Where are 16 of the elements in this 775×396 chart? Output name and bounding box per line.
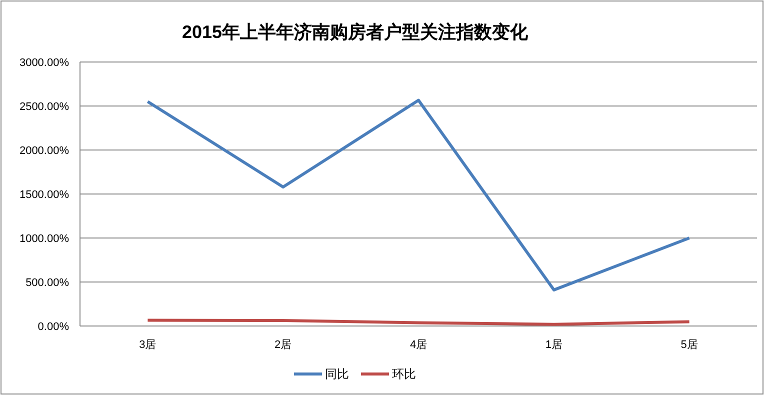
y-tick-label: 2000.00% xyxy=(19,145,70,157)
legend-label: 同比 xyxy=(325,367,349,381)
x-tick-label: 1居 xyxy=(545,339,562,351)
y-tick-label: 3000.00% xyxy=(19,57,70,69)
y-tick-label: 1000.00% xyxy=(19,233,70,245)
y-tick-label: 0.00% xyxy=(38,321,70,333)
x-tick-label: 2居 xyxy=(274,339,292,351)
y-tick-label: 500.00% xyxy=(26,277,70,289)
legend-label: 环比 xyxy=(392,367,416,381)
y-tick-label: 2500.00% xyxy=(19,101,70,113)
chart-title: 2015年上半年济南购房者户型关注指数变化 xyxy=(182,22,530,42)
x-tick-label: 5居 xyxy=(680,339,698,351)
y-tick-label: 1500.00% xyxy=(19,189,70,201)
x-tick-label: 4居 xyxy=(410,339,428,351)
x-tick-label: 3居 xyxy=(139,339,156,351)
line-series xyxy=(146,98,691,292)
